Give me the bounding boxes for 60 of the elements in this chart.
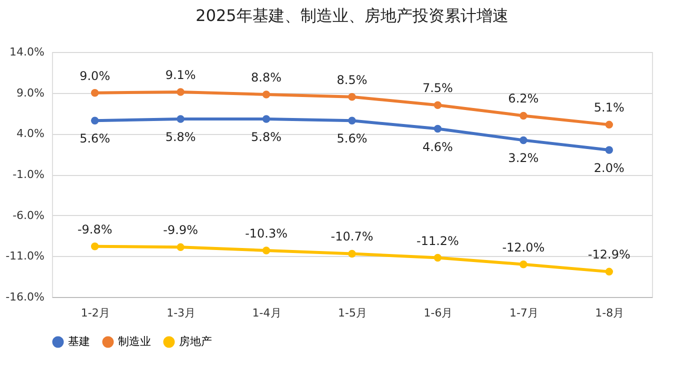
point (262, 115, 270, 123)
data-label: -12.0% (502, 240, 545, 254)
point (605, 268, 614, 276)
data-label: 5.8% (165, 130, 196, 144)
data-label: 5.6% (80, 132, 110, 146)
y-tick-label: -6.0% (12, 208, 44, 222)
data-label: -11.2% (416, 234, 459, 248)
data-label: 4.6% (422, 140, 453, 154)
y-tick-label: 14.0% (10, 46, 44, 58)
point (348, 93, 356, 101)
point (434, 101, 442, 109)
data-label: 8.5% (336, 72, 368, 87)
data-label: 8.8% (251, 70, 282, 84)
data-label: -12.9% (588, 248, 630, 262)
data-label: -9.9% (163, 223, 198, 238)
x-tick-label: 1-2月 (80, 306, 110, 320)
x-tick-label: 1-5月 (338, 306, 367, 320)
point (348, 116, 356, 124)
point (90, 116, 99, 124)
point (605, 146, 614, 154)
point (90, 242, 99, 250)
y-tick-label: -11.0% (6, 250, 44, 263)
point (176, 88, 184, 96)
legend-label: 制造业 (118, 335, 151, 348)
legend-label: 房地产 (179, 335, 212, 348)
data-label: 5.1% (594, 100, 624, 115)
data-label: 9.0% (80, 68, 110, 83)
data-label: 2.0% (594, 161, 624, 175)
point (348, 250, 356, 258)
x-tick-label: 1-4月 (252, 306, 282, 320)
data-label: 9.1% (165, 68, 196, 82)
data-label: 3.2% (508, 151, 539, 166)
point (176, 115, 184, 123)
y-tick-label: 9.0% (16, 86, 44, 100)
point (90, 88, 99, 97)
data-label: 5.6% (336, 132, 368, 146)
point (262, 90, 270, 98)
data-label: -10.7% (330, 230, 374, 244)
point (262, 246, 270, 254)
data-label: 7.5% (422, 81, 453, 96)
point (434, 254, 442, 262)
x-tick-label: 1-7月 (509, 306, 538, 320)
point (520, 136, 528, 144)
x-tick-label: 1-3月 (166, 306, 196, 320)
y-tick-label: -1.0% (12, 168, 44, 181)
data-label: 6.2% (508, 92, 539, 106)
data-label: 5.8% (251, 130, 282, 144)
point (434, 124, 442, 133)
point (520, 260, 528, 268)
data-label: -10.3% (245, 226, 288, 240)
chart-title: 2025年基建、制造业、房地产投资累计增速 (196, 6, 508, 25)
y-tick-label: -16.0% (6, 290, 44, 304)
x-tick-label: 1-8月 (595, 306, 624, 320)
point (520, 112, 528, 120)
point (176, 243, 184, 252)
x-tick-label: 1-6月 (424, 306, 453, 320)
point (605, 120, 614, 129)
legend-label: 基建 (68, 335, 90, 348)
data-label: -9.8% (77, 222, 112, 236)
y-tick-label: 4.0% (16, 127, 44, 140)
